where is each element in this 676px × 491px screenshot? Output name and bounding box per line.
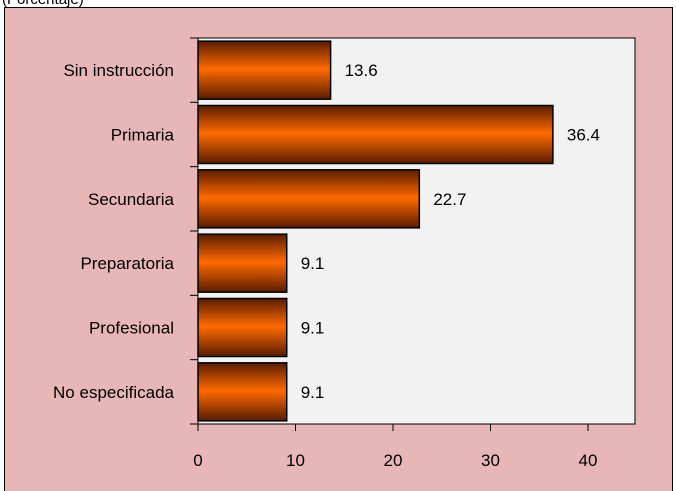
category-label: Preparatoria (80, 254, 174, 273)
x-tick-label: 30 (481, 451, 500, 470)
category-label: Profesional (89, 319, 174, 338)
value-label: 22.7 (433, 190, 466, 209)
axes-group: Sin instrucción Primaria Secundaria Prepara… (53, 37, 598, 470)
x-tick-label: 0 (193, 451, 202, 470)
x-tick-label: 10 (286, 451, 305, 470)
bar-0 (197, 40, 332, 100)
value-label: 13.6 (345, 61, 378, 80)
value-label: 36.4 (567, 126, 600, 145)
bar-5 (197, 362, 288, 422)
category-label: Sin instrucción (63, 61, 174, 80)
x-tick-label: 20 (384, 451, 403, 470)
x-tick-label: 40 (579, 451, 598, 470)
category-label: Secundaria (88, 190, 175, 209)
plot-area (197, 37, 636, 425)
value-label: 9.1 (301, 319, 325, 338)
value-label: 9.1 (301, 254, 325, 273)
bar-4 (197, 297, 288, 358)
category-label: No especificada (53, 383, 175, 402)
bar-3 (197, 233, 288, 293)
value-label: 9.1 (301, 383, 325, 402)
bar-1 (197, 104, 554, 165)
category-label: Primaria (111, 126, 175, 145)
bars-group: 13.6 36.4 22.7 9.1 9.1 9.1 (197, 40, 600, 422)
bar-2 (197, 169, 421, 229)
chart-caption: (Porcentaje) (2, 0, 84, 8)
